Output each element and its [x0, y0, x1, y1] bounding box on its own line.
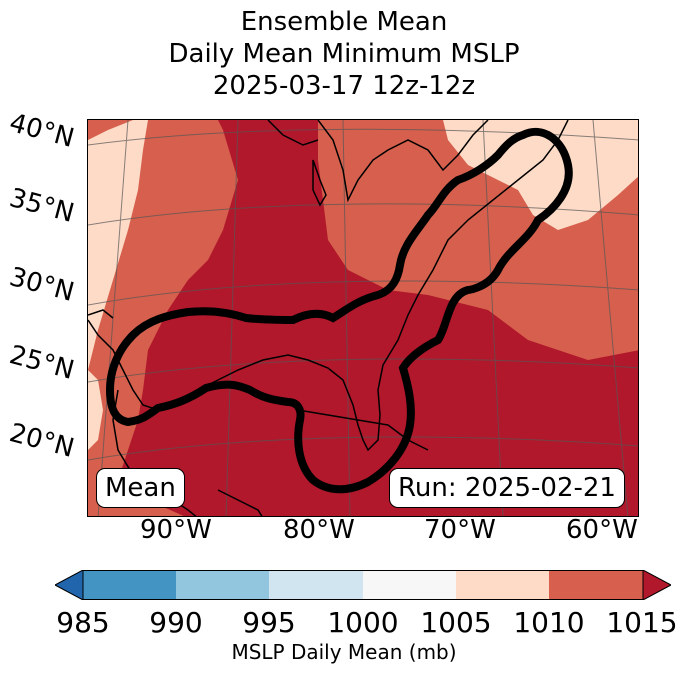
colorbar-tick-1005: 1005 — [420, 606, 492, 639]
lat-label-30n: 30°N — [6, 262, 78, 308]
mean-label-box: Mean — [96, 468, 185, 508]
colorbar-1000-1005 — [363, 570, 456, 600]
map-panel — [87, 119, 639, 517]
colorbar-label: MSLP Daily Mean (mb) — [231, 640, 457, 664]
title-line-1: Ensemble Mean — [240, 7, 448, 37]
colorbar-tick-990: 990 — [149, 606, 203, 639]
colorbar-985-990 — [83, 570, 176, 600]
pressure-1005-gulf-edge — [88, 370, 103, 450]
colorbar-max-arrow — [642, 570, 671, 600]
colorbar-1005-1010 — [456, 570, 549, 600]
lon-label-90w: 90°W — [140, 515, 212, 545]
colorbar-tick-1010: 1010 — [513, 606, 585, 639]
pressure-1005-west — [88, 120, 148, 370]
colorbar-tick-985: 985 — [56, 606, 110, 639]
colorbar-tick-1015: 1015 — [606, 606, 678, 639]
colorbar — [55, 570, 671, 600]
pressure-contour — [105, 127, 573, 494]
lon-label-70w: 70°W — [424, 515, 496, 545]
colorbar-frame — [82, 570, 644, 600]
title-line-2: Daily Mean Minimum MSLP — [168, 39, 520, 69]
colorbar-995-1000 — [269, 570, 363, 600]
colorbar-1010-1015 — [549, 570, 643, 600]
colorbar-tick-1000: 1000 — [327, 606, 399, 639]
colorbar-990-995 — [176, 570, 269, 600]
lon-label-60w: 60°W — [566, 515, 638, 545]
lat-label-25n: 25°N — [6, 340, 78, 386]
lat-label-20n: 20°N — [6, 418, 78, 464]
run-label-box: Run: 2025-02-21 — [389, 468, 625, 508]
map-svg — [88, 120, 638, 516]
lon-label-80w: 80°W — [283, 515, 355, 545]
lat-label-35n: 35°N — [6, 183, 78, 229]
pressure-1005-northeast — [443, 120, 638, 230]
title-line-3: 2025-03-17 12z-12z — [212, 71, 476, 101]
colorbar-min-arrow — [55, 570, 84, 600]
colorbar-tick-995: 995 — [242, 606, 296, 639]
lat-label-40n: 40°N — [6, 108, 78, 154]
